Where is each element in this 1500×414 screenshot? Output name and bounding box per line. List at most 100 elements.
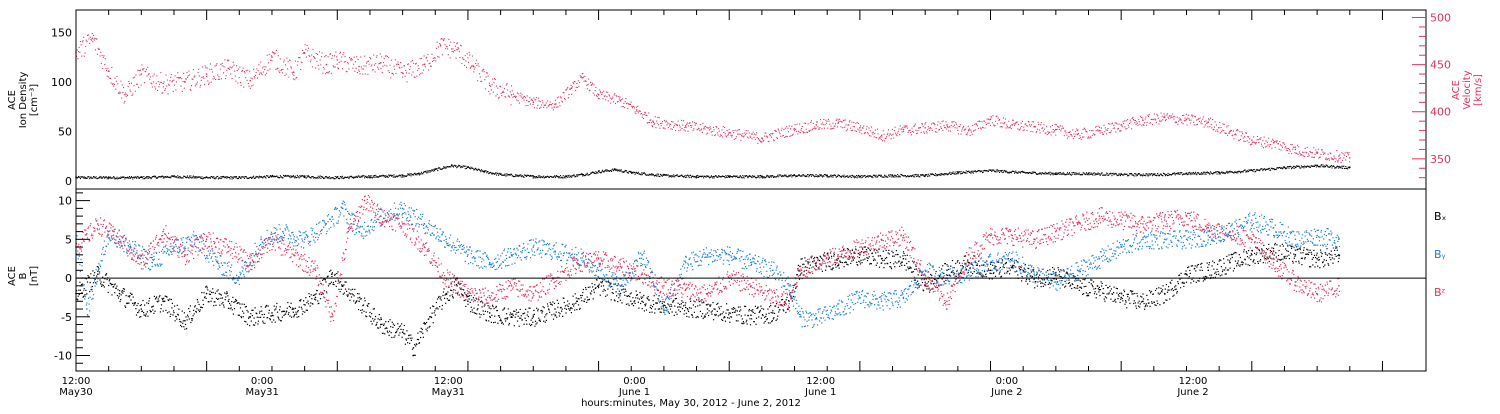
density-point bbox=[666, 174, 668, 176]
b-point bbox=[183, 312, 185, 314]
density-point bbox=[682, 176, 684, 178]
velocity-point bbox=[863, 133, 865, 135]
velocity-point bbox=[1038, 123, 1040, 125]
density-point bbox=[1343, 165, 1345, 167]
b-point bbox=[202, 299, 204, 301]
density-point bbox=[682, 175, 684, 177]
velocity-point bbox=[938, 129, 940, 131]
density-point bbox=[689, 175, 691, 177]
velocity-point bbox=[1087, 137, 1089, 139]
velocity-point bbox=[639, 110, 641, 112]
density-point bbox=[695, 177, 697, 179]
velocity-point bbox=[1262, 140, 1264, 142]
density-point bbox=[166, 175, 168, 177]
velocity-point bbox=[326, 71, 328, 73]
density-point bbox=[822, 176, 824, 178]
density-point bbox=[1067, 173, 1069, 175]
velocity-point bbox=[653, 123, 655, 125]
velocity-point bbox=[97, 47, 99, 49]
density-point bbox=[718, 175, 720, 177]
b-point bbox=[555, 314, 557, 316]
density-point bbox=[1293, 165, 1295, 167]
density-point bbox=[1313, 165, 1315, 167]
velocity-point bbox=[1025, 123, 1027, 125]
velocity-point bbox=[1025, 125, 1027, 127]
density-point bbox=[1085, 172, 1087, 174]
density-point bbox=[632, 172, 634, 174]
b-point bbox=[359, 296, 361, 298]
b-point bbox=[225, 296, 227, 298]
velocity-point bbox=[874, 133, 876, 135]
density-point bbox=[282, 177, 284, 179]
velocity-point bbox=[963, 129, 965, 131]
density-point bbox=[925, 174, 927, 176]
velocity-point bbox=[933, 123, 935, 125]
density-point bbox=[659, 175, 661, 177]
b-point bbox=[322, 293, 324, 295]
velocity-point bbox=[857, 128, 859, 130]
density-point bbox=[631, 171, 633, 173]
velocity-point bbox=[78, 51, 80, 53]
density-point bbox=[177, 176, 179, 178]
velocity-point bbox=[1323, 153, 1325, 155]
density-point bbox=[356, 176, 358, 178]
density-point bbox=[143, 176, 145, 178]
velocity-point bbox=[87, 34, 89, 36]
density-point bbox=[198, 176, 200, 178]
velocity-point bbox=[866, 126, 868, 128]
velocity-point bbox=[848, 121, 850, 123]
density-point bbox=[920, 174, 922, 176]
density-point bbox=[1115, 172, 1117, 174]
density-point bbox=[1189, 171, 1191, 173]
density-point bbox=[686, 174, 688, 176]
b-point bbox=[237, 302, 239, 304]
density-point bbox=[247, 177, 249, 179]
density-point bbox=[232, 176, 234, 178]
velocity-point bbox=[660, 122, 662, 124]
velocity-point bbox=[471, 55, 473, 57]
density-point bbox=[899, 176, 901, 178]
density-point bbox=[569, 176, 571, 178]
density-point bbox=[328, 177, 330, 179]
density-point bbox=[1047, 173, 1049, 175]
velocity-point bbox=[852, 129, 854, 131]
velocity-point bbox=[251, 85, 253, 87]
velocity-point bbox=[589, 89, 591, 91]
b-point bbox=[508, 322, 510, 325]
density-anchor bbox=[859, 175, 861, 177]
velocity-point bbox=[654, 122, 656, 124]
density-point bbox=[590, 172, 592, 174]
density-point bbox=[660, 174, 662, 176]
density-point bbox=[1017, 172, 1019, 174]
b-point bbox=[196, 308, 198, 310]
b-point bbox=[327, 275, 329, 277]
density-point bbox=[550, 176, 552, 178]
density-point bbox=[922, 174, 924, 176]
density-point bbox=[380, 175, 382, 177]
velocity-point bbox=[576, 83, 578, 85]
density-point bbox=[260, 176, 262, 178]
b-point bbox=[458, 282, 460, 284]
density-point bbox=[721, 175, 723, 177]
velocity-point bbox=[189, 74, 191, 76]
density-point bbox=[521, 175, 523, 177]
density-point bbox=[648, 173, 650, 175]
b-point bbox=[170, 298, 172, 301]
velocity-point bbox=[309, 61, 311, 63]
b-point bbox=[262, 322, 264, 324]
density-point bbox=[646, 174, 648, 176]
velocity-point bbox=[76, 55, 78, 57]
density-point bbox=[532, 175, 534, 177]
density-point bbox=[1084, 173, 1086, 175]
density-point bbox=[1012, 170, 1014, 172]
density-point bbox=[1157, 174, 1159, 176]
velocity-point bbox=[831, 127, 833, 129]
b-point bbox=[610, 283, 612, 285]
velocity-point bbox=[957, 133, 959, 135]
density-point bbox=[1253, 169, 1255, 171]
b-point bbox=[548, 309, 550, 311]
b-point bbox=[536, 322, 538, 324]
b-point bbox=[383, 323, 385, 325]
velocity-point bbox=[778, 129, 780, 131]
velocity-point bbox=[241, 70, 243, 72]
